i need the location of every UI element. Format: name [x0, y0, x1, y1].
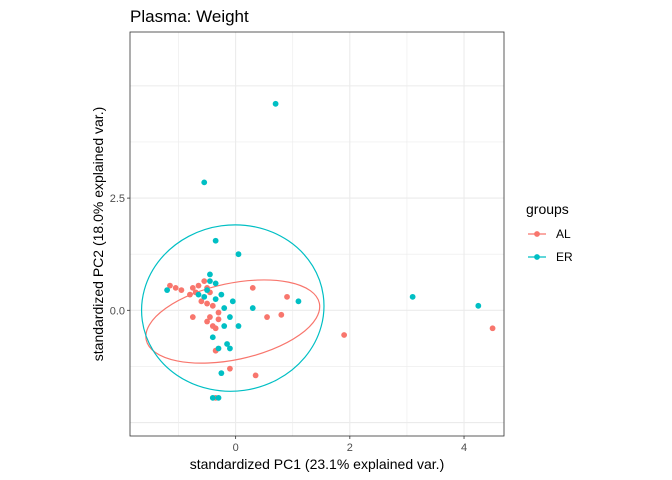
point-al	[204, 318, 210, 325]
y-tick-label: 2.5	[110, 193, 125, 205]
point-er	[235, 323, 242, 329]
point-al	[278, 311, 285, 318]
y-axis-title: standardized PC2 (18.0% explained var.)	[90, 107, 106, 361]
point-al	[209, 302, 216, 309]
point-al	[207, 314, 213, 320]
point-al	[204, 300, 210, 307]
confidence-ellipses	[140, 224, 325, 392]
point-al	[215, 309, 222, 316]
chart-title: Plasma: Weight	[130, 7, 249, 26]
y-axis-ticks: 0.0 2.5	[110, 193, 130, 317]
point-al	[167, 282, 173, 289]
point-er	[201, 179, 208, 186]
point-er	[272, 100, 279, 107]
point-er	[212, 296, 219, 302]
panel-background	[130, 32, 504, 436]
point-er	[295, 298, 302, 305]
point-er	[204, 287, 210, 294]
point-er	[227, 345, 233, 352]
point-al	[264, 314, 270, 320]
plot-panel	[129, 31, 505, 437]
point-er	[229, 298, 236, 305]
point-er	[209, 394, 216, 401]
point-al	[187, 291, 193, 298]
grid-lines	[130, 32, 504, 436]
point-al	[489, 325, 496, 332]
legend-items: AL ER	[528, 227, 573, 264]
point-al	[249, 284, 256, 291]
point-er	[221, 305, 228, 311]
point-er	[215, 394, 222, 401]
panel-border	[129, 31, 505, 437]
point-al	[341, 332, 348, 338]
point-er	[212, 237, 219, 244]
ellipse-er	[140, 224, 325, 392]
point-er	[215, 345, 222, 352]
point-al	[178, 287, 185, 294]
legend-label-er: ER	[556, 250, 573, 264]
point-er	[164, 287, 171, 294]
point-al	[215, 316, 222, 323]
point-al	[284, 293, 290, 300]
point-er	[475, 302, 482, 309]
point-er	[201, 293, 208, 300]
point-al	[172, 284, 179, 291]
point-al	[195, 282, 202, 289]
point-er	[409, 293, 416, 300]
point-er	[218, 370, 225, 377]
point-er	[221, 323, 228, 329]
point-al	[252, 372, 259, 379]
x-axis-ticks: 0 2 4	[233, 436, 467, 454]
point-er	[209, 334, 216, 341]
point-er	[227, 314, 233, 320]
x-axis-title: standardized PC1 (23.1% explained var.)	[190, 456, 444, 472]
point-er	[224, 341, 230, 347]
x-tick-label: 2	[347, 442, 353, 454]
legend-key-point	[534, 231, 540, 237]
data-points	[164, 100, 496, 401]
point-er	[235, 251, 242, 258]
point-al	[212, 325, 219, 332]
point-er	[249, 305, 256, 311]
legend-key-point	[534, 254, 540, 260]
point-al	[227, 365, 233, 372]
legend-title: groups	[526, 201, 569, 217]
point-al	[201, 278, 208, 285]
ellipse-al	[145, 279, 321, 364]
legend-label-al: AL	[556, 227, 571, 241]
point-er	[207, 271, 213, 278]
y-tick-label: 0.0	[110, 305, 125, 317]
point-al	[189, 284, 196, 291]
legend: groups AL ER	[526, 201, 573, 264]
point-al	[189, 314, 196, 320]
point-er	[218, 291, 225, 298]
x-tick-label: 0	[233, 442, 239, 454]
point-al	[198, 298, 205, 305]
point-er	[212, 280, 219, 287]
x-tick-label: 4	[461, 442, 467, 454]
point-er	[195, 291, 202, 298]
point-er	[207, 278, 213, 285]
